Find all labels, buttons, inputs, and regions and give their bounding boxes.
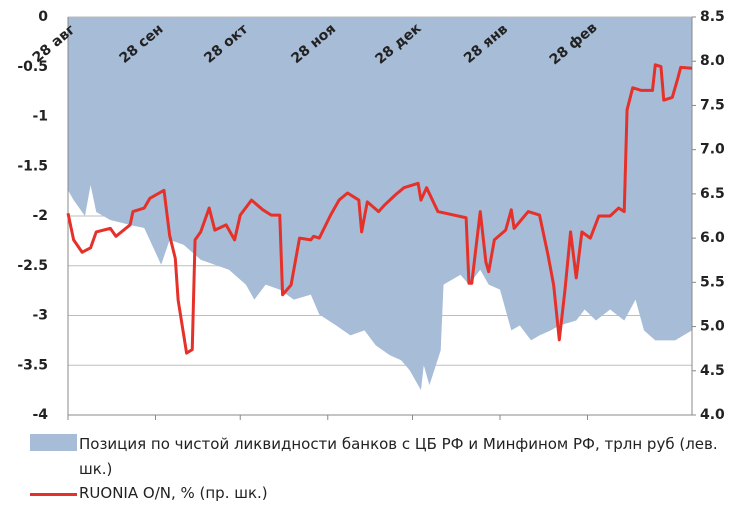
legend-area: Позиция по чистой ликвидности банков с Ц… [30, 432, 730, 482]
y2-tick-label: 5.5 [700, 274, 725, 290]
area [68, 17, 692, 391]
line [66, 63, 693, 355]
y2-tick-label: 8.5 [700, 9, 725, 25]
y-tick-label: -1.5 [17, 158, 48, 174]
y2-tick-label: 4.5 [700, 363, 725, 379]
y-tick-label: -2 [32, 208, 48, 224]
y-tick-label: -2.5 [17, 258, 48, 274]
y-tick-label: -0.5 [17, 59, 48, 75]
y-tick-label: 0 [38, 9, 48, 25]
legend-swatch [30, 493, 77, 496]
y-tick-label: -1 [32, 109, 48, 125]
y2-tick-label: 7.0 [700, 142, 725, 158]
y2-tick-label: 6.5 [700, 186, 725, 202]
y2-tick-label: 4.0 [700, 407, 725, 423]
y2-tick-label: 5.0 [700, 319, 725, 335]
y2-tick-label: 7.5 [700, 97, 725, 113]
y2-tick-label: 8.0 [700, 53, 725, 69]
legend-swatch [30, 434, 77, 451]
y2-tick-label: 6.0 [700, 230, 725, 246]
legend-line: RUONIA O/N, % (пр. шк.) [30, 484, 268, 502]
legend-label: RUONIA O/N, % (пр. шк.) [79, 484, 268, 502]
y-tick-label: -3 [32, 308, 48, 324]
y-tick-label: -4 [32, 407, 48, 423]
y-tick-label: -3.5 [17, 357, 48, 373]
chart: 28 авг 28 сен 28 окт 28 ноя 28 дек 28 янв 28 ф… [17, 9, 725, 423]
legend-label: Позиция по чистой ликвидности банков с Ц… [79, 435, 718, 478]
